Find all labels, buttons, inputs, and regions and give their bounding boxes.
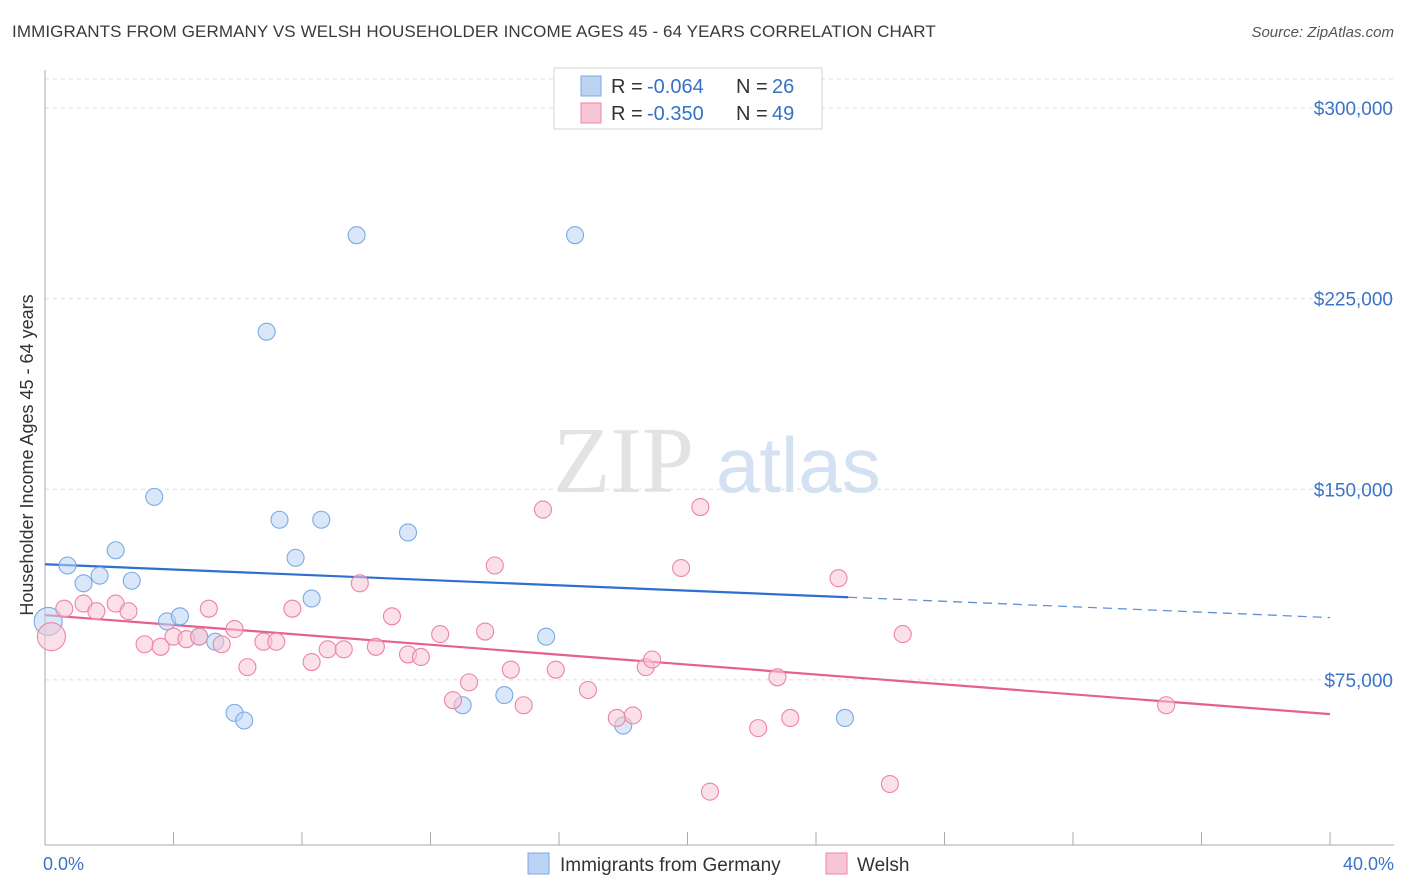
legend-box: R = -0.064 N = 26 R = -0.350 N = 49	[553, 67, 823, 130]
data-point	[607, 708, 626, 728]
data-point	[90, 566, 109, 585]
data-point	[58, 556, 77, 575]
x-ticks	[44, 832, 1331, 845]
data-point	[546, 660, 565, 679]
data-point	[880, 774, 899, 794]
legend-r-label-welsh: R =	[611, 103, 643, 125]
y-tick-label: $300,000	[1314, 99, 1393, 120]
y-tick-label: $225,000	[1314, 290, 1393, 311]
data-point	[749, 719, 768, 738]
data-point	[312, 510, 331, 529]
data-point	[768, 668, 787, 687]
data-point	[270, 510, 289, 529]
watermark-zip: ZIP	[553, 409, 694, 513]
legend-n-value-germany: 26	[772, 76, 794, 98]
data-point	[431, 625, 450, 644]
trend-lines	[44, 563, 1331, 716]
data-point	[566, 226, 585, 245]
data-point	[485, 556, 504, 575]
watermark-atlas: atlas	[716, 421, 881, 509]
data-point	[643, 650, 662, 669]
data-point	[318, 640, 337, 659]
legend-r-value-welsh: -0.350	[647, 103, 704, 125]
data-point	[366, 637, 385, 656]
data-point	[672, 558, 691, 578]
data-point	[334, 640, 353, 659]
data-point	[700, 782, 720, 801]
trend-line	[44, 613, 1331, 716]
bottom-legend-swatch-welsh	[825, 852, 848, 875]
data-point	[302, 589, 321, 608]
bottom-legend-label-welsh: Welsh	[857, 855, 909, 876]
data-point	[514, 696, 533, 715]
data-point	[443, 691, 463, 710]
y-tick-label: $150,000	[1314, 480, 1393, 501]
data-point	[74, 574, 93, 593]
source-attribution: Source: ZipAtlas.com	[1251, 24, 1394, 41]
bottom-legend: Immigrants from Germany Welsh	[527, 852, 909, 876]
axes	[44, 70, 1394, 846]
legend-n-label-germany: N =	[736, 76, 768, 98]
legend-r-label-germany: R =	[611, 76, 643, 98]
data-point	[347, 226, 366, 245]
data-point	[55, 599, 74, 618]
data-point	[1157, 696, 1176, 715]
y-tick-label: $75,000	[1324, 671, 1393, 692]
data-point	[476, 622, 495, 641]
data-point	[257, 322, 276, 341]
data-point	[501, 660, 520, 679]
data-point	[533, 500, 552, 519]
data-points	[33, 226, 1176, 801]
grid-lines	[45, 78, 1394, 681]
data-point	[199, 599, 218, 618]
data-point	[235, 711, 254, 730]
data-point	[495, 686, 514, 705]
data-point	[286, 548, 305, 567]
data-point	[122, 571, 141, 590]
data-point	[238, 658, 257, 677]
data-point	[578, 680, 597, 700]
data-point	[398, 523, 418, 542]
data-point	[781, 708, 800, 728]
data-point	[119, 602, 138, 621]
data-point	[225, 619, 244, 639]
bottom-legend-label-germany: Immigrants from Germany	[560, 855, 781, 876]
data-point	[829, 569, 848, 588]
data-point	[382, 607, 402, 626]
data-point	[350, 574, 369, 593]
data-point	[459, 673, 479, 692]
trend-line-extension	[848, 596, 1331, 619]
data-point	[151, 637, 170, 656]
y-axis-label: Householder Income Ages 45 - 64 years	[17, 294, 37, 615]
data-point	[835, 708, 854, 728]
legend-n-label-welsh: N =	[736, 103, 768, 125]
data-point	[537, 627, 556, 646]
bottom-legend-swatch-germany	[527, 852, 550, 875]
x-tick-label-min: 0.0%	[43, 854, 84, 874]
data-point	[170, 607, 189, 626]
legend-swatch-welsh	[580, 102, 602, 124]
legend-r-value-germany: -0.064	[647, 76, 704, 98]
data-point	[267, 632, 286, 651]
data-point	[212, 635, 231, 654]
data-point	[893, 625, 912, 644]
data-point	[691, 497, 710, 517]
x-tick-label-max: 40.0%	[1343, 854, 1394, 874]
data-point	[302, 652, 321, 672]
data-point	[190, 627, 209, 646]
legend-n-value-welsh: 49	[772, 103, 794, 125]
data-point	[106, 541, 125, 560]
data-point	[36, 622, 66, 652]
y-tick-labels: $75,000 $150,000 $225,000 $300,000	[1314, 99, 1393, 692]
data-point	[623, 706, 642, 725]
trend-line	[44, 563, 849, 599]
data-point	[283, 599, 302, 618]
data-point	[87, 602, 106, 621]
legend-swatch-germany	[580, 75, 602, 97]
data-point	[411, 647, 430, 667]
data-point	[145, 487, 164, 506]
chart-title: IMMIGRANTS FROM GERMANY VS WELSH HOUSEHO…	[12, 22, 936, 41]
data-point	[135, 635, 154, 654]
